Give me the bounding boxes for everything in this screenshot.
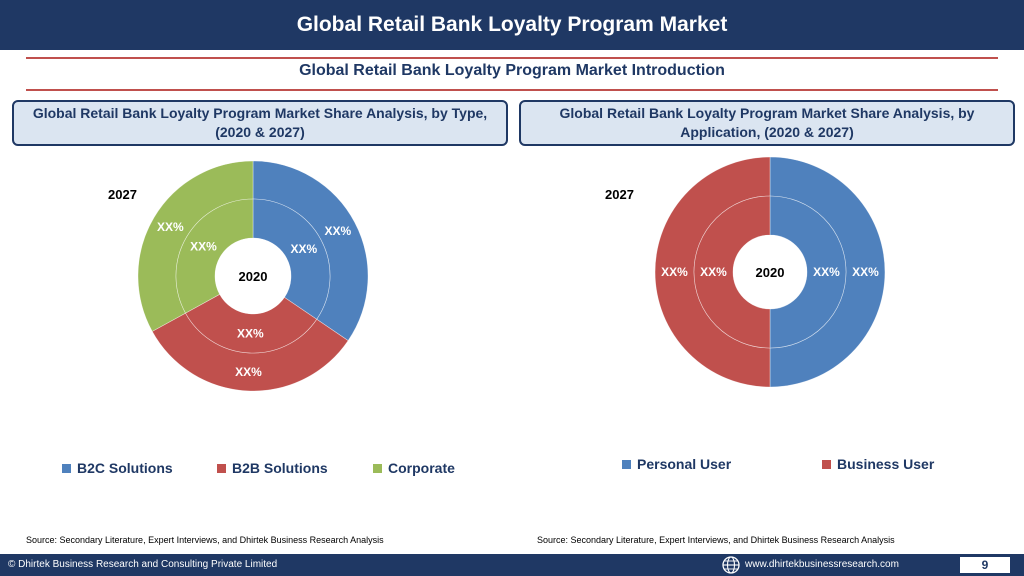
legend-label: B2B Solutions (232, 460, 328, 476)
legend-item-personal-user: Personal User (622, 456, 731, 472)
application-doughnut-chart: XX% XX% XX% XX% 2020 (654, 156, 886, 388)
right-source-note: Source: Secondary Literature, Expert Int… (537, 535, 895, 545)
globe-icon (722, 556, 740, 574)
doughnut-hole (215, 238, 291, 314)
section-subtitle: Global Retail Bank Loyalty Program Marke… (299, 62, 725, 79)
data-label-2027-personal-user: XX% (852, 265, 879, 279)
legend-label: Personal User (637, 456, 732, 472)
footer-website-link[interactable]: www.dhirtekbusinessresearch.com (745, 559, 899, 570)
header-bar: Global Retail Bank Loyalty Program Marke… (0, 0, 1024, 50)
legend-label: Business User (837, 456, 935, 472)
legend-swatch-red (217, 463, 226, 473)
left-source-note: Source: Secondary Literature, Expert Int… (26, 535, 384, 545)
bottom-divider (26, 89, 998, 91)
legend-label: Corporate (388, 460, 455, 476)
legend-item-business-user: Business User (822, 456, 934, 472)
footer-bar: © Dhirtek Business Research and Consulti… (0, 554, 1024, 576)
data-label-2020-b2c-solutions: XX% (290, 242, 317, 256)
page-number: 9 (960, 557, 1010, 573)
data-label-2020-personal-user: XX% (813, 265, 840, 279)
legend-item-b2c-solutions: B2C Solutions (62, 460, 173, 476)
legend-swatch-green (373, 463, 382, 473)
legend-item-b2b-solutions: B2B Solutions (217, 460, 328, 476)
data-label-2027-corporate: XX% (157, 220, 184, 234)
top-divider (26, 57, 998, 59)
data-label-2020-corporate: XX% (190, 240, 217, 254)
right-outer-year-label: 2027 (605, 187, 634, 202)
legend-item-corporate: Corporate (373, 460, 455, 476)
doughnut-hole (733, 235, 807, 309)
legend-label: B2C Solutions (77, 460, 173, 476)
data-label-2027-business-user: XX% (661, 265, 688, 279)
data-label-2027-b2c-solutions: XX% (324, 224, 351, 238)
data-label-2020-b2b-solutions: XX% (237, 326, 264, 340)
page-title: Global Retail Bank Loyalty Program Marke… (296, 13, 728, 36)
legend-swatch-blue (622, 459, 631, 469)
left-panel-title: Global Retail Bank Loyalty Program Marke… (12, 100, 508, 146)
legend-swatch-blue (62, 463, 71, 473)
inner-year-label: 2020 (756, 265, 785, 280)
type-doughnut-chart: XX% XX% XX% XX% XX% XX% 2020 (137, 160, 369, 392)
legend-swatch-red (822, 459, 831, 469)
left-outer-year-label: 2027 (108, 187, 137, 202)
right-panel-title: Global Retail Bank Loyalty Program Marke… (519, 100, 1015, 146)
data-label-2027-b2b-solutions: XX% (235, 365, 262, 379)
footer-copyright: © Dhirtek Business Research and Consulti… (8, 559, 278, 570)
inner-year-label: 2020 (239, 269, 268, 284)
data-label-2020-business-user: XX% (700, 265, 727, 279)
